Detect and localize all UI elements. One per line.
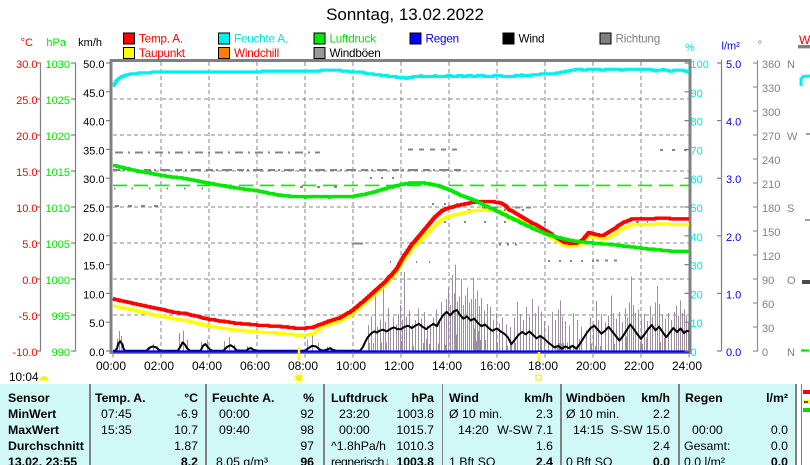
svg-text:1030: 1030: [46, 59, 70, 71]
svg-text:0.0: 0.0: [22, 275, 37, 287]
svg-text:Wind: Wind: [519, 33, 545, 46]
svg-text:20.0: 20.0: [16, 131, 37, 143]
svg-text:360: 360: [762, 59, 780, 71]
svg-text:08:00: 08:00: [288, 359, 318, 373]
svg-text:10.0: 10.0: [83, 289, 104, 301]
svg-text:150: 150: [762, 227, 780, 239]
svg-text:180: 180: [762, 203, 780, 215]
svg-text:60: 60: [762, 299, 774, 311]
svg-text:995: 995: [52, 311, 70, 323]
svg-text:Sonntag, 13.02.2022: Sonntag, 13.02.2022: [326, 5, 484, 24]
svg-text:15.0: 15.0: [83, 261, 104, 273]
svg-text:5.0: 5.0: [22, 239, 37, 251]
svg-text:90: 90: [762, 275, 774, 287]
svg-text:90: 90: [691, 88, 703, 100]
svg-text:10:04: 10:04: [9, 370, 39, 384]
svg-text:120: 120: [762, 251, 780, 263]
svg-text:1.0: 1.0: [726, 289, 741, 301]
svg-text:04:00: 04:00: [192, 359, 222, 373]
svg-text:50.0: 50.0: [83, 59, 104, 71]
svg-text:100: 100: [691, 59, 709, 71]
svg-text:hPa: hPa: [46, 37, 66, 49]
svg-text:10.0: 10.0: [16, 203, 37, 215]
svg-text:1010: 1010: [46, 203, 70, 215]
svg-text:20.0: 20.0: [83, 232, 104, 244]
svg-text:70: 70: [691, 145, 703, 157]
svg-text:300: 300: [762, 107, 780, 119]
svg-text:60: 60: [691, 174, 703, 186]
svg-text:Feuchte A.: Feuchte A.: [234, 33, 288, 46]
svg-text:210: 210: [762, 179, 780, 191]
svg-text:O: O: [787, 275, 796, 287]
svg-text:240: 240: [762, 155, 780, 167]
svg-text:10:00: 10:00: [336, 359, 366, 373]
svg-text:1005: 1005: [46, 239, 70, 251]
svg-text:°: °: [758, 38, 763, 52]
svg-text:N: N: [787, 59, 795, 71]
svg-text:Windchill: Windchill: [234, 47, 279, 60]
svg-text:16:00: 16:00: [480, 359, 510, 373]
svg-text:10: 10: [691, 318, 703, 330]
svg-text:N: N: [787, 347, 795, 359]
svg-text:1025: 1025: [46, 95, 70, 107]
svg-text:24:00: 24:00: [672, 359, 702, 373]
svg-text:15.0: 15.0: [16, 167, 37, 179]
svg-text:00:00: 00:00: [96, 359, 126, 373]
svg-text:02:00: 02:00: [144, 359, 174, 373]
svg-text:30: 30: [762, 323, 774, 335]
svg-text:°C: °C: [21, 37, 33, 49]
svg-text:-10.0: -10.0: [12, 347, 37, 359]
svg-text:35.0: 35.0: [83, 145, 104, 157]
svg-text:%: %: [685, 42, 695, 54]
svg-text:80: 80: [691, 117, 703, 129]
svg-text:1000: 1000: [46, 275, 70, 287]
svg-text:W: W: [799, 33, 810, 47]
svg-text:W: W: [787, 131, 798, 143]
svg-text:Regen: Regen: [426, 33, 459, 46]
svg-text:20: 20: [691, 289, 703, 301]
svg-text:40.0: 40.0: [83, 117, 104, 129]
svg-text:km/h: km/h: [78, 37, 102, 49]
svg-text:330: 330: [762, 83, 780, 95]
svg-text:2.0: 2.0: [726, 232, 741, 244]
svg-text:Richtung: Richtung: [616, 33, 661, 46]
svg-text:30: 30: [691, 261, 703, 273]
svg-text:20:00: 20:00: [576, 359, 606, 373]
svg-text:3.0: 3.0: [726, 174, 741, 186]
svg-text:0: 0: [691, 347, 697, 359]
svg-text:25.0: 25.0: [83, 203, 104, 215]
svg-text:Luftdruck: Luftdruck: [330, 33, 377, 46]
svg-text:l/m²: l/m²: [722, 41, 741, 53]
svg-text:1015: 1015: [46, 167, 70, 179]
svg-text:45.0: 45.0: [83, 88, 104, 100]
svg-text:1020: 1020: [46, 131, 70, 143]
svg-text:0.0: 0.0: [89, 347, 104, 359]
svg-text:30.0: 30.0: [83, 174, 104, 186]
svg-text:270: 270: [762, 131, 780, 143]
svg-text:0.0: 0.0: [726, 347, 741, 359]
svg-text:5.0: 5.0: [726, 59, 741, 71]
svg-text:40: 40: [691, 232, 703, 244]
svg-text:-5.0: -5.0: [19, 311, 38, 323]
svg-text:Windböen: Windböen: [330, 47, 381, 60]
svg-text:30.0: 30.0: [16, 59, 37, 71]
svg-text:18:00: 18:00: [528, 359, 558, 373]
svg-text:S: S: [787, 203, 794, 215]
svg-text:14:00: 14:00: [432, 359, 462, 373]
svg-text:5.0: 5.0: [89, 318, 104, 330]
svg-text:Taupunkt: Taupunkt: [139, 47, 186, 60]
svg-text:06:00: 06:00: [240, 359, 270, 373]
svg-text:4.0: 4.0: [726, 117, 741, 129]
svg-text:25.0: 25.0: [16, 95, 37, 107]
svg-text:Temp. A.: Temp. A.: [139, 33, 183, 46]
svg-text:0: 0: [762, 347, 768, 359]
svg-text:50: 50: [691, 203, 703, 215]
svg-text:990: 990: [52, 347, 70, 359]
svg-text:12:00: 12:00: [384, 359, 414, 373]
svg-text:22:00: 22:00: [624, 359, 654, 373]
